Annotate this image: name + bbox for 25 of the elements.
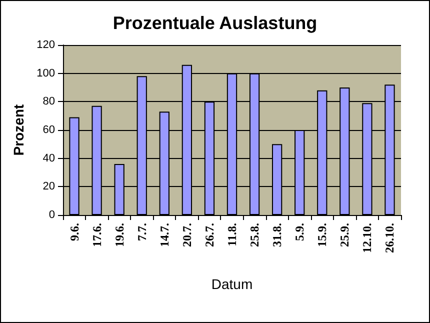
y-axis-title: Prozent [10, 104, 27, 156]
y-tick-label: 100 [36, 67, 55, 80]
y-tick-label: 80 [42, 96, 55, 108]
y-tick-label: 60 [42, 124, 55, 136]
x-tick-label: 9.6. [67, 223, 82, 241]
x-tick-label: 26.7. [202, 223, 216, 247]
y-tick-label: 40 [42, 152, 55, 164]
x-tick-label: 14.7. [157, 223, 172, 247]
x-tick-label: 7.7. [134, 223, 149, 241]
x-tick-label: 20.7. [180, 223, 194, 247]
x-tick-label: 5.9. [292, 223, 307, 241]
x-tick-label: 19.6. [112, 223, 126, 247]
y-tick-label: 20 [42, 180, 55, 193]
x-tick-label: 25.9. [338, 223, 352, 247]
y-tick-label: 0 [48, 209, 55, 221]
chart-title: Prozentuale Auslastung [112, 13, 318, 33]
x-tick-label: 15.9. [315, 223, 330, 247]
x-tick-label: 25.8. [248, 223, 262, 247]
x-tick-label: 11.8. [225, 223, 239, 246]
x-tick-label: 17.6. [90, 223, 104, 247]
x-tick-label: 26.10. [382, 223, 397, 253]
y-tick-label: 120 [36, 39, 55, 51]
x-axis-title: Datum [211, 276, 253, 292]
x-tick-label: 31.8. [270, 223, 284, 247]
x-tick-label: 12.10. [360, 223, 374, 253]
